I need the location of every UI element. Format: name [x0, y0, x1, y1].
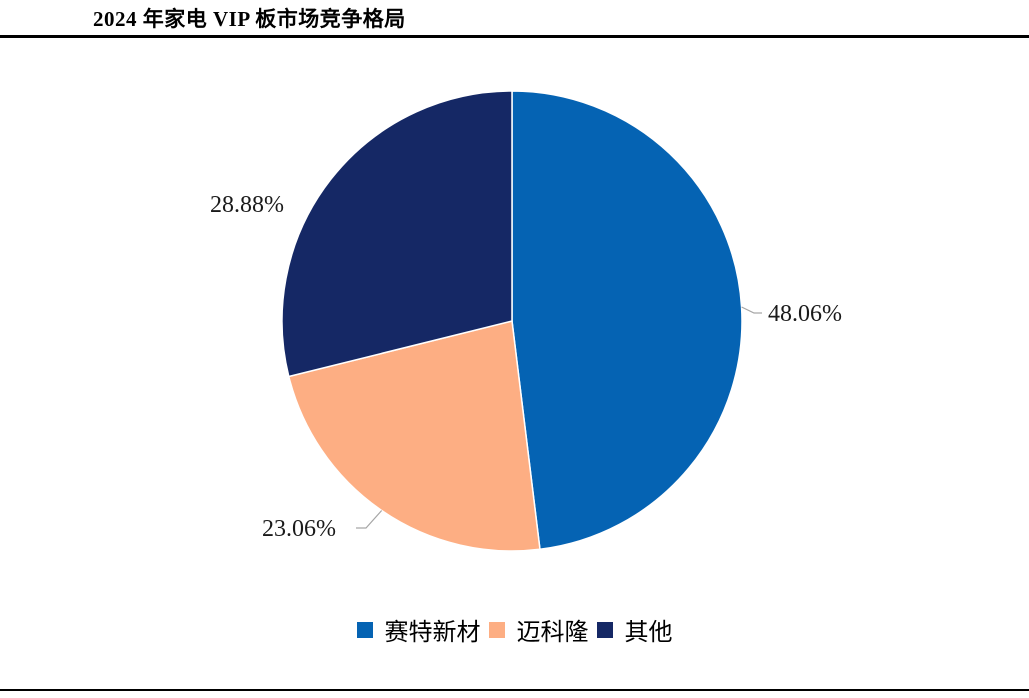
leader-line [741, 306, 762, 314]
pie-slices [281, 90, 743, 552]
legend-label: 赛特新材 [384, 618, 481, 646]
legend-swatch-icon [356, 621, 373, 638]
data-label-other: 28.88% [210, 192, 284, 218]
legend-item-other: 其他 [596, 612, 673, 647]
chart-title: 2024 年家电 VIP 板市场竞争格局 [93, 7, 406, 31]
legend-label: 迈科隆 [516, 618, 589, 646]
legend: 赛特新材 迈科隆 其他 [0, 612, 1029, 647]
legend-label: 其他 [624, 618, 673, 646]
data-label-saite: 48.06% [768, 301, 842, 327]
legend-item-saite: 赛特新材 [356, 612, 481, 647]
top-divider [0, 35, 1029, 38]
leader-line [356, 510, 383, 529]
pie-slice-saite [511, 90, 743, 551]
legend-item-maikelong: 迈科隆 [488, 612, 589, 647]
leader-lines [356, 306, 762, 529]
data-label-maikelong: 23.06% [262, 516, 336, 542]
pie-slice-other [281, 90, 513, 378]
bottom-divider [0, 689, 1029, 691]
pie-slice-maikelong [287, 320, 541, 552]
legend-swatch-icon [596, 621, 613, 638]
legend-swatch-icon [488, 621, 505, 638]
